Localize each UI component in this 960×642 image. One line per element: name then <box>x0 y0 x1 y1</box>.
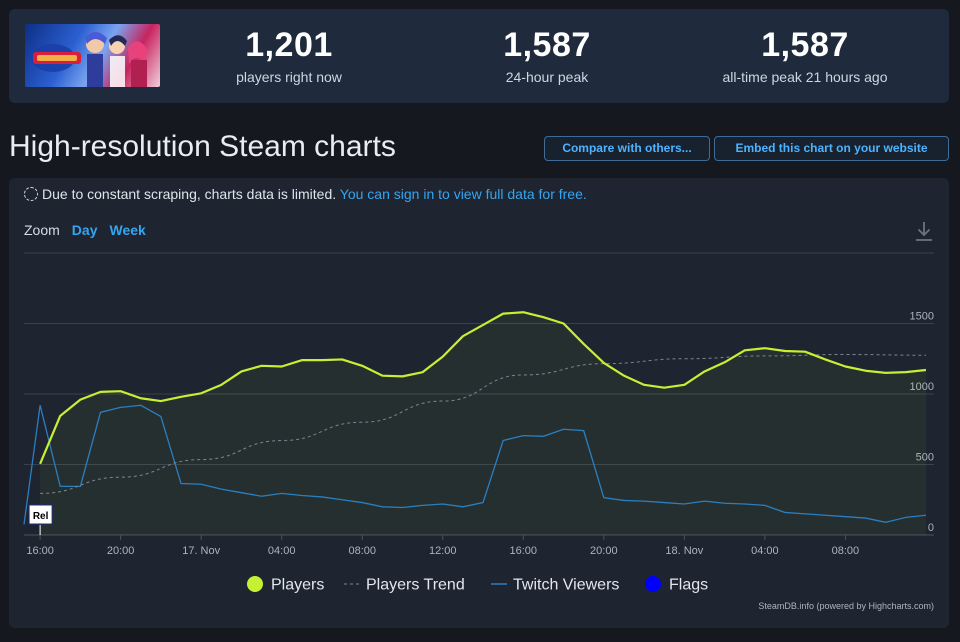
legend-item-label[interactable]: Players <box>271 577 324 594</box>
zoom-label: Zoom <box>24 222 60 238</box>
twitch-viewers-line <box>23 404 927 525</box>
x-tick-label: 18. Nov <box>665 545 703 557</box>
players-area <box>40 312 926 535</box>
x-tick-label: 20:00 <box>107 545 135 557</box>
x-tick-label: 20:00 <box>590 545 618 557</box>
players-line <box>39 311 927 465</box>
x-tick-label: 17. Nov <box>182 545 220 557</box>
zoom-week-button[interactable]: Week <box>109 222 146 238</box>
x-tick-label: 16:00 <box>26 545 54 557</box>
zoom-controls: Zoom Day Week <box>24 222 146 238</box>
x-tick-label: 08:00 <box>348 545 376 557</box>
notice-text: Due to constant scraping, charts data is… <box>42 186 337 202</box>
all-time-peak-label: all-time peak 21 hours ago <box>722 69 888 85</box>
x-tick-label: 04:00 <box>751 545 779 557</box>
data-limit-notice: Due to constant scraping, charts data is… <box>24 186 587 202</box>
x-tick-label: 16:00 <box>510 545 538 557</box>
stat-current: 1,201 players right now <box>169 27 409 85</box>
y-tick-label: 1500 <box>910 311 934 323</box>
x-tick-label: 12:00 <box>429 545 457 557</box>
y-tick-label: 1000 <box>910 381 934 393</box>
peak-24h-value: 1,587 <box>503 26 591 64</box>
release-flag <box>28 504 53 525</box>
x-tick-label: 08:00 <box>832 545 860 557</box>
y-tick-label: 500 <box>916 452 934 464</box>
game-capsule-image[interactable] <box>25 24 160 87</box>
all-time-peak-value: 1,587 <box>761 26 849 64</box>
legend-item-label[interactable]: Players Trend <box>366 577 465 594</box>
stat-24h-peak: 1,587 24-hour peak <box>427 27 667 85</box>
download-icon[interactable] <box>915 220 933 242</box>
chart-credit: SteamDB.info (powered by Highcharts.com) <box>758 601 934 611</box>
legend-flags-swatch <box>645 576 661 592</box>
legend-item-label[interactable]: Twitch Viewers <box>513 577 619 594</box>
stats-card: 1,201 players right now 1,587 24-hour pe… <box>9 9 949 103</box>
sign-in-link[interactable]: You can sign in to view full data for fr… <box>339 186 587 202</box>
stat-all-time-peak: 1,587 all-time peak 21 hours ago <box>685 27 925 85</box>
page-title: High-resolution Steam charts <box>9 130 396 163</box>
current-players-value: 1,201 <box>245 26 333 64</box>
current-players-label: players right now <box>236 69 342 85</box>
legend-item-label[interactable]: Flags <box>669 577 708 594</box>
legend-players-swatch <box>247 576 263 592</box>
y-tick-label: 0 <box>928 522 934 534</box>
x-tick-label: 04:00 <box>268 545 296 557</box>
players-trend-line <box>40 354 926 494</box>
compare-button[interactable]: Compare with others... <box>544 136 710 161</box>
release-flag-label: Rel <box>33 511 49 522</box>
game-art-icon <box>31 32 147 87</box>
zoom-day-button[interactable]: Day <box>71 222 98 238</box>
loading-circle-icon <box>24 187 38 201</box>
chart-card: 0 500 1000 1500 16:00 20:00 17. Nov 04:00 08:00 1… <box>9 178 949 628</box>
embed-chart-button[interactable]: Embed this chart on your website <box>714 136 949 161</box>
peak-24h-label: 24-hour peak <box>505 69 589 85</box>
player-chart[interactable]: 0 500 1000 1500 16:00 20:00 17. Nov 04:00 08:00 1… <box>9 178 949 628</box>
